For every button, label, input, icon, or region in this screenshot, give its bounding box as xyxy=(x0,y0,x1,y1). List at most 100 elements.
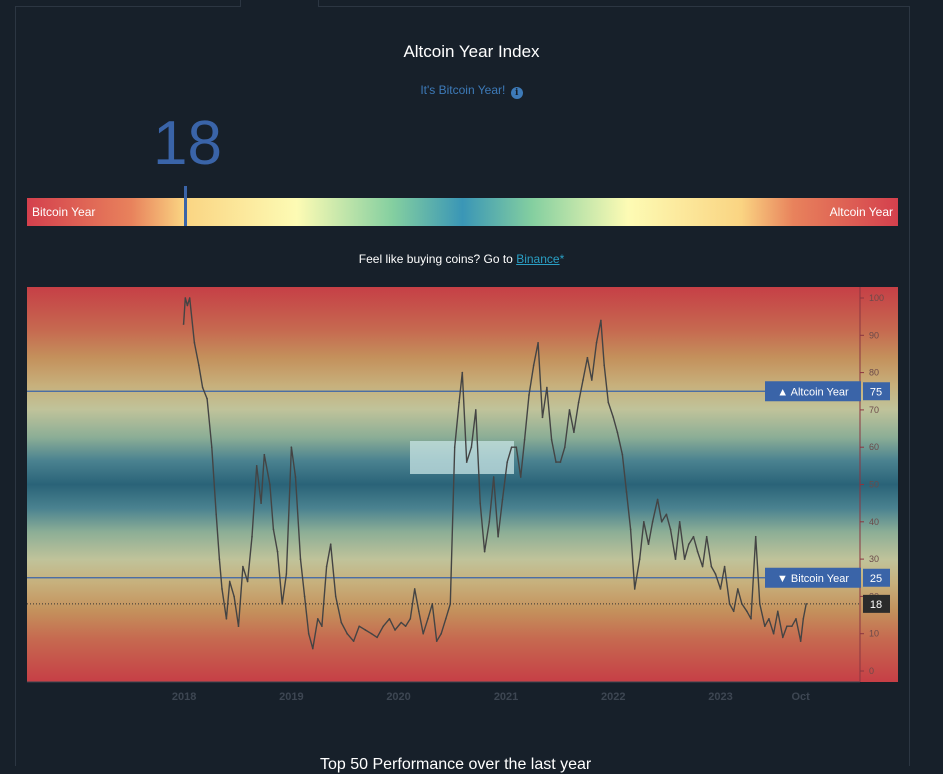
y-tick-label: 70 xyxy=(869,405,879,415)
data-point xyxy=(764,625,766,628)
data-point xyxy=(607,401,610,404)
chart-background xyxy=(27,287,898,682)
data-point xyxy=(795,617,797,620)
data-point xyxy=(400,621,403,624)
y-tick-label: 90 xyxy=(869,330,879,340)
data-point xyxy=(346,632,348,635)
data-point xyxy=(750,617,752,620)
data-point xyxy=(541,416,544,419)
data-point xyxy=(221,588,223,590)
data-point xyxy=(678,521,681,523)
data-point xyxy=(218,558,221,560)
x-tick-label: 2021 xyxy=(494,691,518,703)
data-point xyxy=(555,461,557,463)
data-point xyxy=(723,565,726,568)
data-point xyxy=(260,502,262,504)
data-point xyxy=(418,610,420,613)
data-point xyxy=(577,401,580,404)
data-point xyxy=(299,558,302,560)
data-point xyxy=(802,617,805,620)
data-point xyxy=(546,386,548,389)
data-point xyxy=(242,565,244,568)
data-point xyxy=(732,610,735,613)
data-point xyxy=(388,617,391,620)
data-point xyxy=(294,476,297,478)
data-point xyxy=(334,595,337,598)
data-point xyxy=(510,446,513,448)
data-point xyxy=(781,636,784,639)
data-point xyxy=(528,394,530,396)
data-point xyxy=(465,461,468,463)
promo-text: Feel like buying coins? Go to xyxy=(358,252,517,266)
data-point xyxy=(656,498,659,501)
data-point xyxy=(272,528,275,531)
reference-value-badge xyxy=(863,382,890,401)
data-point xyxy=(233,595,235,598)
page-title: Altcoin Year Index xyxy=(403,42,540,61)
y-tick-label: 0 xyxy=(869,666,874,676)
data-point xyxy=(772,632,775,635)
x-tick-label: Oct xyxy=(791,691,810,703)
data-point xyxy=(316,617,319,620)
data-point xyxy=(519,476,522,478)
data-point xyxy=(625,491,628,493)
tab-notch xyxy=(240,0,319,7)
data-point xyxy=(470,446,473,448)
data-point xyxy=(523,438,526,441)
data-point xyxy=(440,632,442,635)
data-point xyxy=(422,632,425,635)
section-heading-top50: Top 50 Performance over the last year xyxy=(320,756,592,773)
data-point xyxy=(506,461,509,463)
data-point xyxy=(621,453,624,456)
data-point xyxy=(586,356,589,359)
data-point xyxy=(475,409,477,411)
data-point xyxy=(228,580,231,583)
data-point xyxy=(532,364,535,366)
binance-link[interactable]: Binance xyxy=(516,252,560,266)
gauge-label-altcoin-year: Altcoin Year xyxy=(829,205,893,219)
data-point xyxy=(201,386,204,389)
data-point xyxy=(603,364,605,366)
current-index-value: 18 xyxy=(153,109,222,178)
data-point xyxy=(573,431,575,434)
data-point xyxy=(285,573,288,575)
x-tick-label: 2018 xyxy=(172,691,196,703)
reference-value-badge xyxy=(863,568,890,587)
data-point xyxy=(461,371,464,374)
index-gauge: Bitcoin Year Altcoin Year xyxy=(27,198,898,226)
data-point xyxy=(329,543,332,545)
reference-line-label: ▲ Altcoin Year xyxy=(777,386,849,398)
data-point xyxy=(186,304,189,307)
data-point xyxy=(307,632,310,635)
altcoin-index-chart: 0102030405060708090100 20182019202020212… xyxy=(27,287,898,707)
data-point xyxy=(660,521,663,523)
data-point xyxy=(488,521,491,523)
data-point xyxy=(683,558,686,560)
y-tick-label: 30 xyxy=(869,554,879,564)
data-point xyxy=(805,603,808,605)
data-point xyxy=(370,632,373,635)
data-point xyxy=(394,629,396,631)
data-point xyxy=(182,323,185,325)
data-point xyxy=(674,558,677,560)
info-icon[interactable]: i xyxy=(510,87,523,99)
data-point xyxy=(791,625,793,628)
x-tick-label: 2019 xyxy=(279,691,303,703)
data-point xyxy=(612,416,615,419)
data-point xyxy=(696,550,699,553)
data-point xyxy=(246,580,249,583)
reference-value-label: 25 xyxy=(870,573,882,585)
chart-bottom-strip xyxy=(27,682,898,707)
gauge-label-bitcoin-year: Bitcoin Year xyxy=(32,205,96,219)
data-point xyxy=(311,647,314,650)
data-point xyxy=(206,397,208,400)
data-point xyxy=(188,297,191,299)
data-point xyxy=(651,521,654,523)
data-point xyxy=(568,409,571,411)
data-point xyxy=(497,535,499,538)
data-point xyxy=(564,446,566,448)
data-point xyxy=(263,453,266,456)
data-point xyxy=(427,617,429,620)
data-point xyxy=(255,465,258,467)
data-point xyxy=(719,588,722,590)
